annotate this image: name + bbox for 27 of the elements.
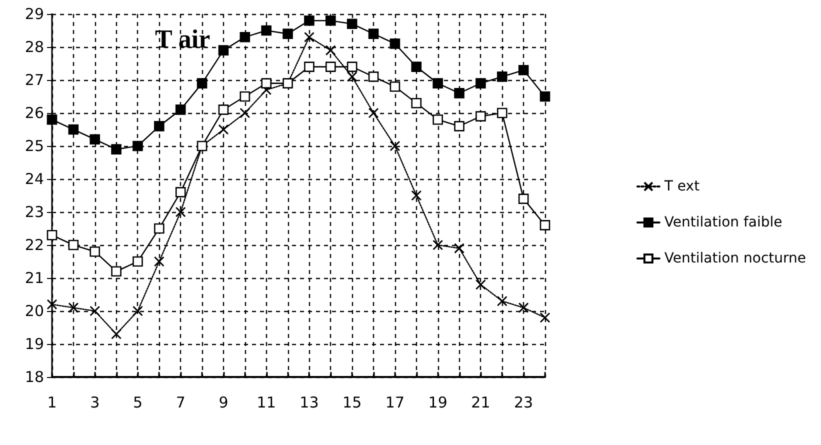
legend-label: Ventilation nocturne bbox=[664, 250, 806, 266]
y-tick-label: 23 bbox=[24, 203, 44, 221]
x-tick-label: 7 bbox=[176, 394, 186, 412]
y-tick-label: 24 bbox=[24, 170, 44, 188]
y-tick-label: 19 bbox=[24, 335, 44, 353]
y-tick-label: 27 bbox=[24, 71, 44, 89]
x-tick-label: 11 bbox=[256, 394, 276, 412]
y-tick-label: 28 bbox=[24, 38, 44, 56]
y-tick-label: 25 bbox=[24, 137, 44, 155]
x-tick-label: 5 bbox=[132, 394, 143, 412]
x-tick-label: 15 bbox=[342, 394, 362, 412]
y-tick-label: 22 bbox=[24, 236, 44, 254]
x-tick-label: 19 bbox=[428, 394, 448, 412]
y-tick-label: 20 bbox=[24, 302, 44, 320]
y-tick-label: 18 bbox=[24, 368, 44, 386]
y-tick-label: 29 bbox=[24, 5, 44, 23]
x-tick-label: 9 bbox=[218, 394, 228, 412]
x-tick-label: 21 bbox=[471, 394, 490, 412]
legend-label: Ventilation faible bbox=[664, 214, 782, 230]
x-tick-label: 17 bbox=[385, 394, 405, 412]
y-tick-label: 26 bbox=[24, 104, 44, 122]
x-tick-label: 3 bbox=[90, 394, 100, 412]
x-tick-label: 23 bbox=[514, 394, 534, 412]
x-tick-label: 13 bbox=[300, 394, 319, 412]
x-tick-label: 1 bbox=[47, 394, 57, 412]
legend-label: T ext bbox=[663, 178, 700, 194]
y-tick-label: 21 bbox=[24, 269, 44, 287]
